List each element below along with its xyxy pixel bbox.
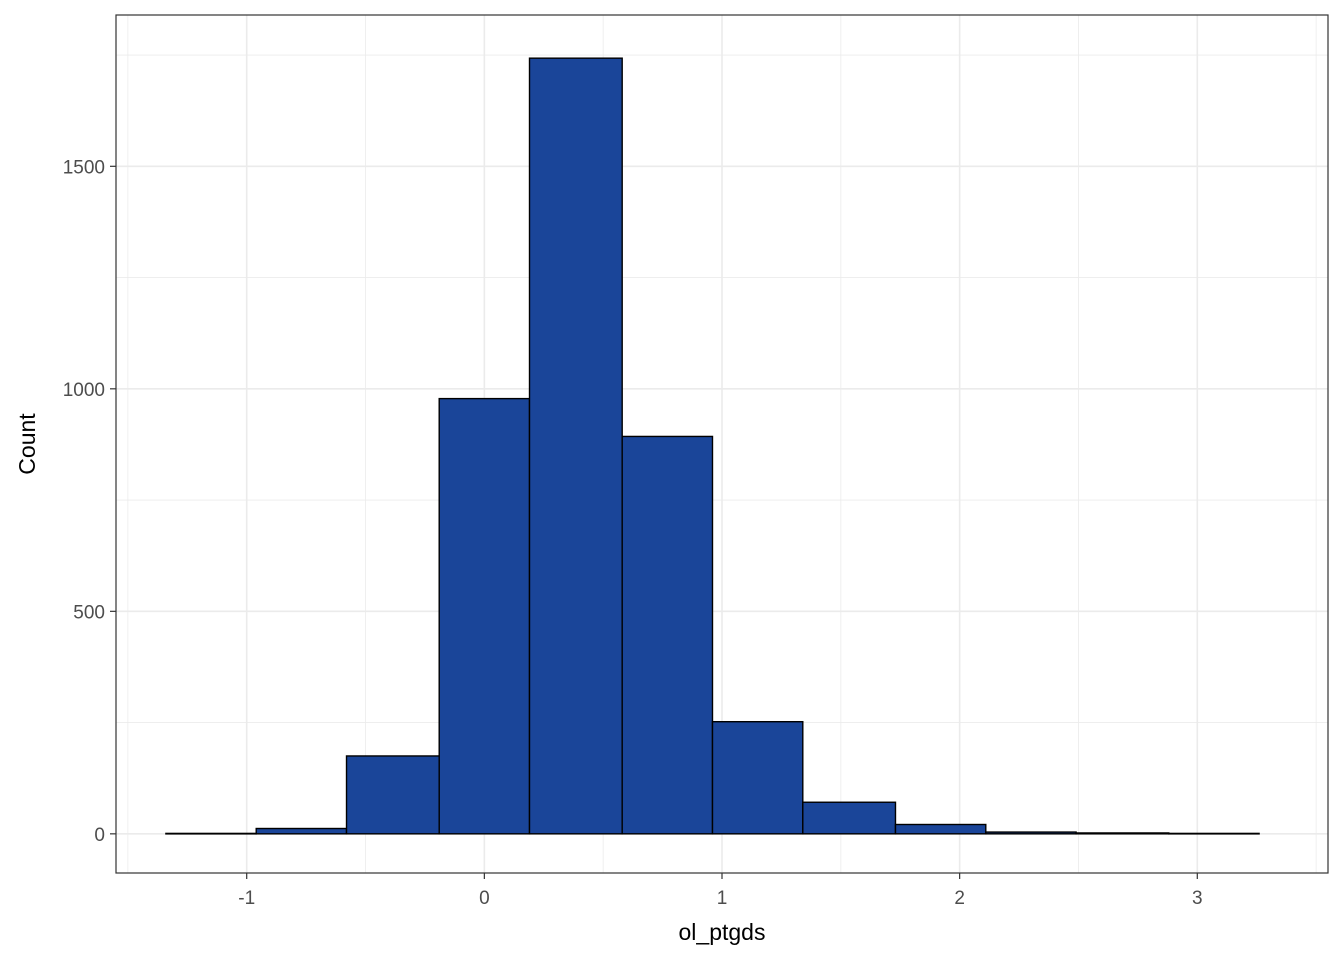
histogram-bars xyxy=(165,57,1260,835)
x-tick-label: 0 xyxy=(479,888,490,909)
y-tick-label: 0 xyxy=(94,825,105,846)
histogram-bar xyxy=(1075,832,1170,835)
histogram-bar xyxy=(255,827,348,835)
y-axis-title: Count xyxy=(14,413,40,475)
x-tick-label: 1 xyxy=(717,888,728,909)
histogram-bar xyxy=(711,720,804,835)
histogram-bar xyxy=(438,397,531,835)
histogram-bar xyxy=(802,801,897,835)
histogram-bar xyxy=(345,755,440,835)
x-axis-title: ol_ptgds xyxy=(679,919,766,945)
histogram-bar xyxy=(894,823,987,835)
x-axis-ticks: -1 0 1 2 3 xyxy=(238,873,1203,909)
x-tick-label: -1 xyxy=(238,888,255,909)
y-tick-label: 1000 xyxy=(63,380,105,401)
x-tick-label: 3 xyxy=(1192,888,1203,909)
y-tick-label: 500 xyxy=(73,602,105,623)
histogram-bar xyxy=(621,435,714,835)
y-axis-ticks: 0 500 1000 1500 xyxy=(63,157,116,846)
histogram-bar xyxy=(528,57,623,835)
histogram-bar xyxy=(1168,832,1260,835)
histogram-bar xyxy=(985,831,1077,835)
y-tick-label: 1500 xyxy=(63,157,105,178)
x-tick-label: 2 xyxy=(954,888,965,909)
histogram-bar xyxy=(165,832,257,835)
